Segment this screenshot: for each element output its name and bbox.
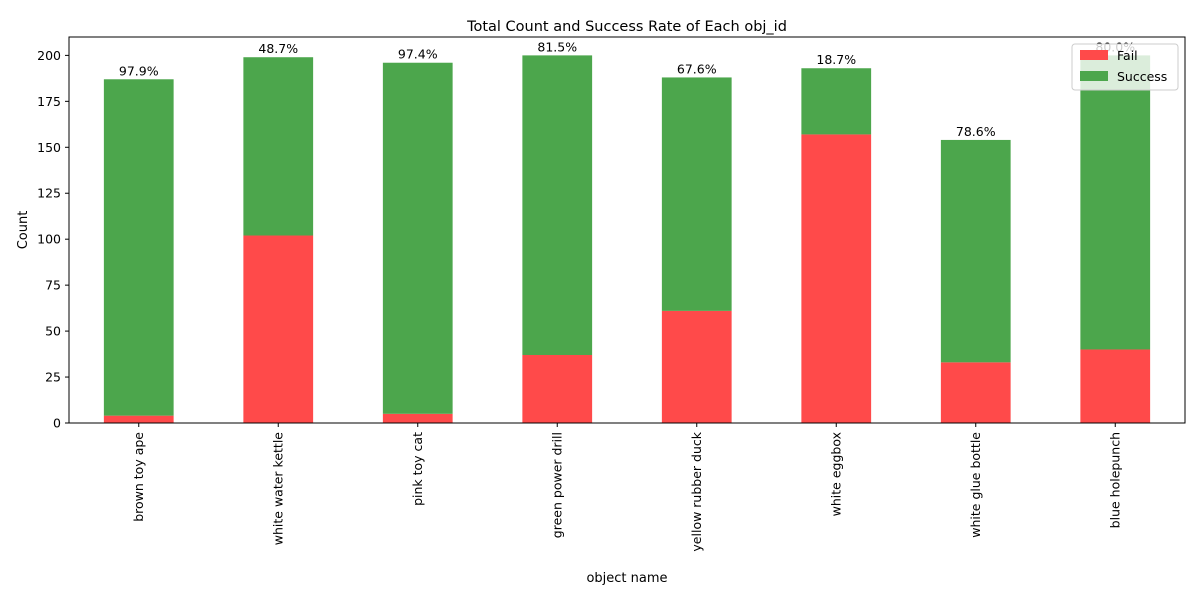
bars-group (103, 55, 1151, 423)
bar-success-3 (522, 55, 593, 355)
y-tick-label-7: 175 (37, 94, 61, 109)
bar-success-1 (243, 57, 314, 236)
y-tick-label-6: 150 (37, 140, 61, 155)
x-tick-label-0: brown toy ape (131, 432, 146, 522)
x-tick-label-4: yellow rubber duck (689, 431, 704, 551)
legend-label-fail: Fail (1117, 48, 1138, 63)
bar-success-0 (103, 79, 174, 416)
bar-success-2 (382, 62, 453, 414)
bar-fail-2 (382, 413, 453, 423)
x-axis-label: object name (586, 571, 667, 586)
y-tick-label-4: 100 (37, 232, 61, 247)
bar-fail-1 (243, 235, 314, 423)
y-tick-label-8: 200 (37, 48, 61, 63)
chart-title: Total Count and Success Rate of Each obj… (466, 19, 787, 35)
bar-fail-0 (103, 415, 174, 423)
x-tick-label-2: pink toy cat (410, 432, 425, 506)
data-label-5: 18.7% (816, 52, 856, 67)
y-tick-label-0: 0 (53, 416, 61, 431)
data-label-2: 97.4% (398, 47, 438, 62)
data-label-4: 67.6% (677, 61, 717, 76)
legend-swatch-fail (1080, 50, 1108, 60)
y-axis: 0 25 50 75 100 125 150 175 200 (37, 48, 69, 431)
x-tick-label-3: green power drill (549, 432, 564, 538)
data-label-0: 97.9% (119, 63, 159, 78)
x-tick-label-6: white glue bottle (968, 432, 983, 538)
bar-fail-5 (801, 134, 872, 423)
data-label-3: 81.5% (537, 39, 577, 54)
y-tick-label-1: 25 (45, 370, 61, 385)
y-tick-label-2: 50 (45, 324, 61, 339)
y-axis-label: Count (16, 211, 31, 250)
y-tick-label-3: 75 (45, 278, 61, 293)
bar-fail-7 (1080, 349, 1151, 423)
bar-success-5 (801, 68, 872, 135)
bar-success-7 (1080, 55, 1151, 350)
bar-fail-6 (940, 362, 1011, 423)
x-tick-label-1: white water kettle (270, 432, 285, 546)
x-tick-label-7: blue holepunch (1107, 432, 1122, 528)
x-axis: brown toy ape white water kettle pink toy … (131, 423, 1122, 552)
x-tick-label-5: white eggbox (828, 432, 843, 516)
data-label-1: 48.7% (258, 41, 298, 56)
plot-frame (68, 36, 1186, 424)
legend-label-success: Success (1117, 69, 1167, 84)
data-label-6: 78.6% (956, 124, 996, 139)
bar-success-6 (940, 139, 1011, 363)
bar-fail-3 (522, 354, 593, 423)
legend: Fail Success (1071, 43, 1179, 91)
y-tick-label-5: 125 (37, 186, 61, 201)
legend-swatch-success (1080, 71, 1108, 81)
bar-success-4 (661, 77, 732, 311)
bar-fail-4 (661, 310, 732, 423)
